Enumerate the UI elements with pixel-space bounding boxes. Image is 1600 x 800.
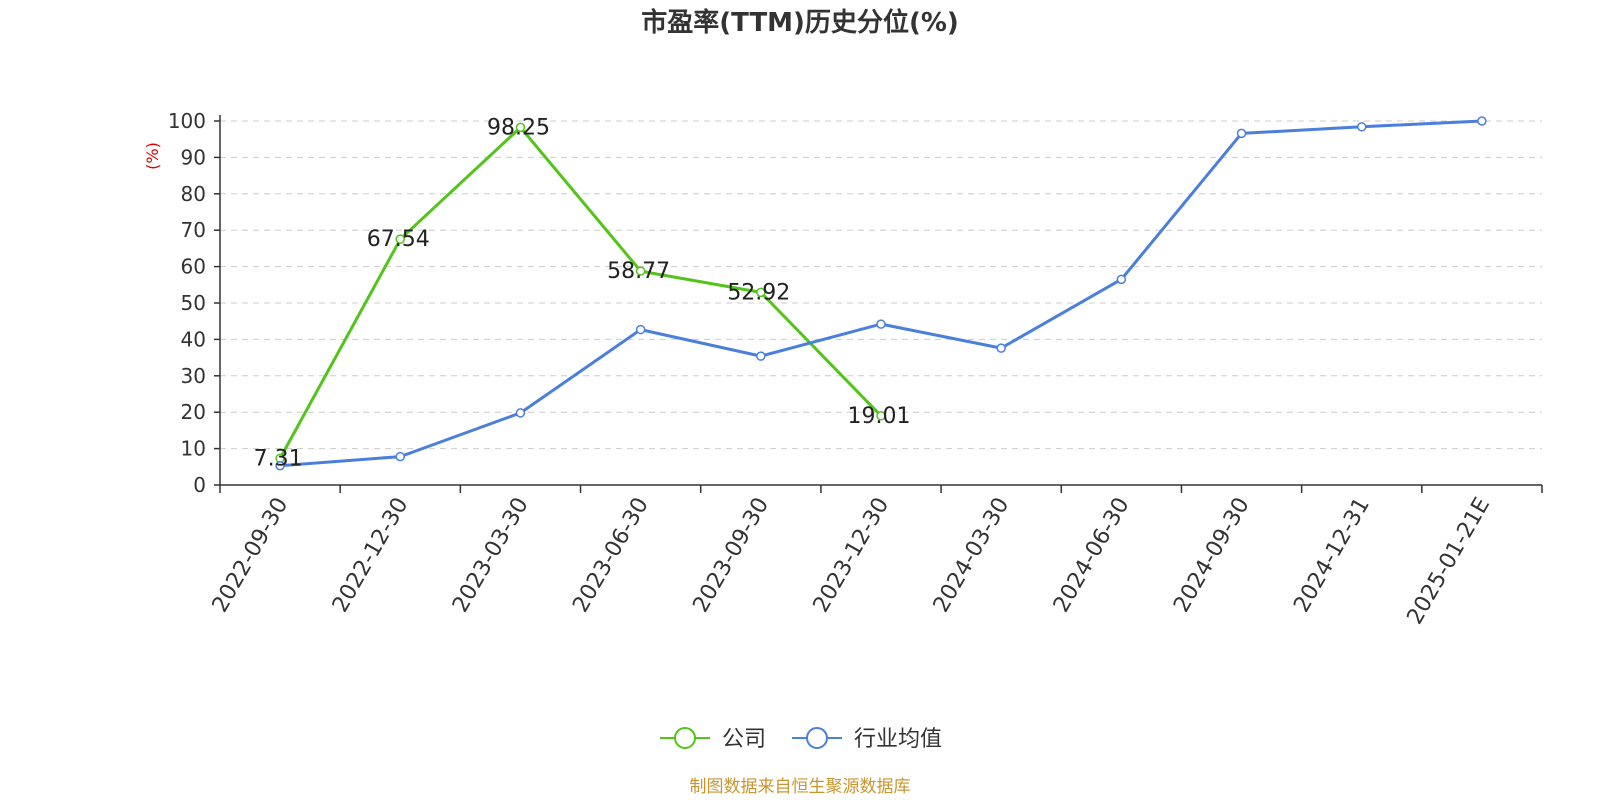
y-tick-label: 80 [181, 182, 206, 206]
legend-label: 公司 [722, 727, 766, 752]
data-label: 52.92 [727, 280, 790, 305]
x-tick-label: 2022-09-30 [208, 494, 294, 617]
y-tick-label: 60 [181, 255, 206, 279]
data-label: 98.25 [487, 115, 550, 140]
data-point [515, 122, 526, 133]
y-tick-label: 100 [168, 109, 206, 133]
data-label: 19.01 [848, 404, 911, 429]
legend-marker [674, 727, 696, 749]
x-tick-label: 2023-12-30 [809, 494, 895, 617]
source-note: 制图数据来自恒生聚源数据库 [690, 777, 911, 797]
data-label: 58.77 [607, 259, 670, 284]
data-point [395, 451, 406, 462]
data-point [1356, 122, 1367, 132]
data-point [876, 319, 886, 329]
x-tick-label: 2023-06-30 [568, 494, 654, 617]
legend[interactable]: 公司 行业均值 [660, 727, 942, 752]
x-tick-label: 2025-01-21E [1403, 494, 1496, 629]
x-tick-label: 2024-03-30 [929, 494, 1015, 617]
x-tick-label: 2023-09-30 [688, 494, 774, 617]
x-tick-label: 2024-09-30 [1169, 494, 1255, 617]
y-tick-label: 20 [181, 400, 206, 424]
legend-marker [806, 727, 828, 749]
axes: 0 10 20 30 40 50 60 70 80 90 100 2022-09-30 2022-12-… [168, 109, 1543, 629]
y-tick-label: 70 [181, 218, 206, 242]
data-point [1236, 128, 1247, 139]
x-tick-label: 2024-06-30 [1049, 494, 1135, 617]
data-point [996, 343, 1006, 353]
grid-lines [220, 120, 1542, 450]
data-label: 67.54 [367, 227, 430, 252]
chart-title: 市盈率(TTM)历史分位(%) [641, 7, 959, 38]
y-tick-label: 40 [181, 327, 206, 351]
legend-label: 行业均值 [854, 727, 942, 752]
y-tick-label: 30 [181, 364, 206, 388]
data-point [395, 234, 406, 244]
data-point [515, 408, 526, 418]
data-label: 7.31 [254, 446, 303, 471]
data-point [635, 266, 646, 276]
x-tick-label: 2024-12-31 [1289, 494, 1375, 617]
y-tick-label: 0 [193, 473, 206, 497]
x-tick-label: 2022-12-30 [328, 493, 414, 616]
data-point [275, 460, 285, 471]
data-point [1477, 116, 1487, 126]
y-tick-label: 10 [181, 437, 206, 461]
data-labels: 7.31 67.54 98.25 58.77 52.92 19.01 [254, 115, 911, 471]
data-point [876, 411, 886, 421]
series-lines [275, 116, 1487, 471]
data-point [756, 287, 766, 298]
series-line [278, 125, 883, 460]
data-point [635, 324, 646, 335]
data-point [1116, 274, 1127, 285]
data-point [756, 351, 766, 361]
x-tick-label: 2023-03-30 [448, 494, 534, 617]
y-tick-label: 90 [181, 145, 206, 169]
y-tick-label: 50 [181, 291, 206, 315]
y-axis-label: (%) [143, 142, 162, 170]
